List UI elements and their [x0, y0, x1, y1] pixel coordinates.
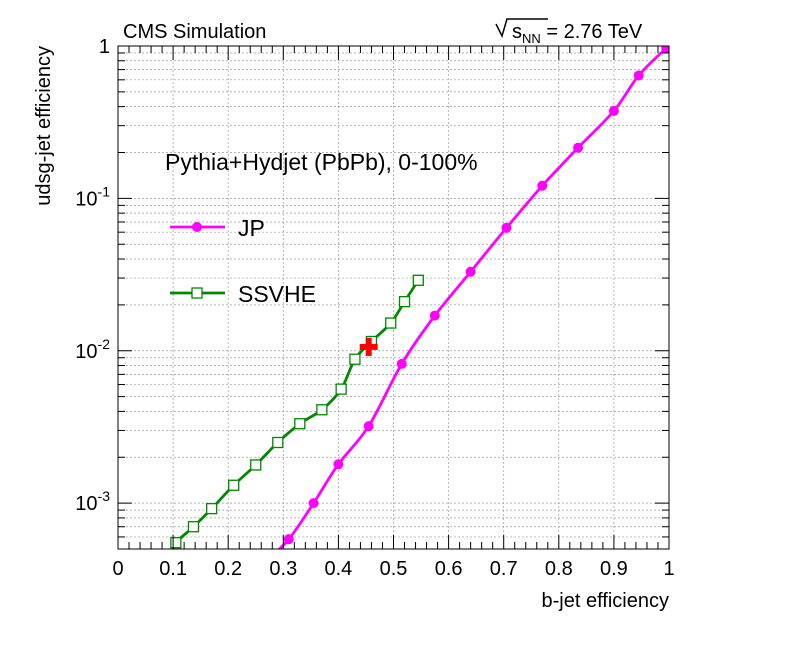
- x-tick-label: 0.7: [490, 558, 518, 580]
- point-jp: [308, 498, 319, 509]
- sqrt-symbol: [495, 18, 548, 39]
- energy-label-prefix: s: [512, 21, 522, 43]
- point-jp: [429, 310, 440, 321]
- y-tick-label: 10-3: [75, 488, 110, 515]
- point-jp: [573, 142, 584, 153]
- legend: JP SSVHE: [170, 215, 316, 307]
- point-ssvhe: [398, 296, 411, 308]
- point-ssvhe: [250, 459, 262, 471]
- point-ssvhe: [228, 479, 240, 491]
- point-ssvhe: [272, 436, 284, 449]
- energy-label: sNN = 2.76 TeV: [495, 18, 643, 46]
- svg-text:sNN = 2.76 TeV: sNN = 2.76 TeV: [512, 21, 643, 46]
- x-tick-label: 0.1: [159, 558, 187, 580]
- y-tick-label: 10-2: [75, 336, 110, 363]
- point-ssvhe: [335, 383, 347, 395]
- point-jp: [608, 105, 619, 116]
- point-jp: [661, 46, 669, 54]
- energy-label-subscript: NN: [522, 31, 541, 46]
- point-ssvhe: [294, 418, 306, 430]
- point-jp: [363, 421, 374, 432]
- header-left-title: CMS Simulation: [123, 21, 266, 43]
- sample-annotation: Pythia+Hydjet (PbPb), 0-100%: [165, 149, 478, 175]
- x-tick-label: 0.8: [545, 558, 573, 580]
- legend-ssvhe-label: SSVHE: [238, 281, 316, 307]
- point-jp: [537, 180, 548, 191]
- legend-jp-marker: [192, 222, 202, 232]
- x-tick-label: 0.3: [269, 558, 297, 580]
- point-jp: [283, 534, 294, 545]
- point-ssvhe: [316, 404, 328, 416]
- x-tick-label: 0: [112, 558, 123, 580]
- legend-ssvhe-marker: [191, 287, 203, 299]
- energy-label-value: = 2.76 TeV: [541, 21, 643, 43]
- x-axis-label: b-jet efficiency: [542, 590, 669, 612]
- point-jp: [333, 459, 344, 470]
- point-jp: [501, 222, 512, 233]
- x-tick-label: 0.4: [324, 558, 352, 580]
- series-line-jp: [277, 47, 668, 549]
- point-ssvhe: [412, 274, 424, 286]
- y-tick-label: 10-1: [75, 183, 110, 210]
- point-jp: [465, 266, 476, 277]
- point-ssvhe: [206, 502, 218, 515]
- x-tick-label: 0.5: [380, 558, 408, 580]
- working-point-marker: [359, 337, 378, 356]
- x-tick-label: 1: [663, 558, 674, 580]
- x-tick-label: 0.6: [435, 558, 463, 580]
- y-axis-label: udsg-jet efficiency: [33, 46, 55, 206]
- x-tick-label: 0.9: [600, 558, 628, 580]
- point-ssvhe: [187, 521, 200, 533]
- point-jp: [633, 70, 644, 81]
- point-ssvhe: [385, 317, 397, 329]
- point-ssvhe: [170, 537, 182, 549]
- x-tick-label: 0.2: [214, 558, 242, 580]
- legend-jp-label: JP: [238, 215, 265, 241]
- y-tick-label: 1: [99, 36, 110, 58]
- point-jp: [396, 358, 407, 369]
- point-ssvhe: [349, 353, 361, 365]
